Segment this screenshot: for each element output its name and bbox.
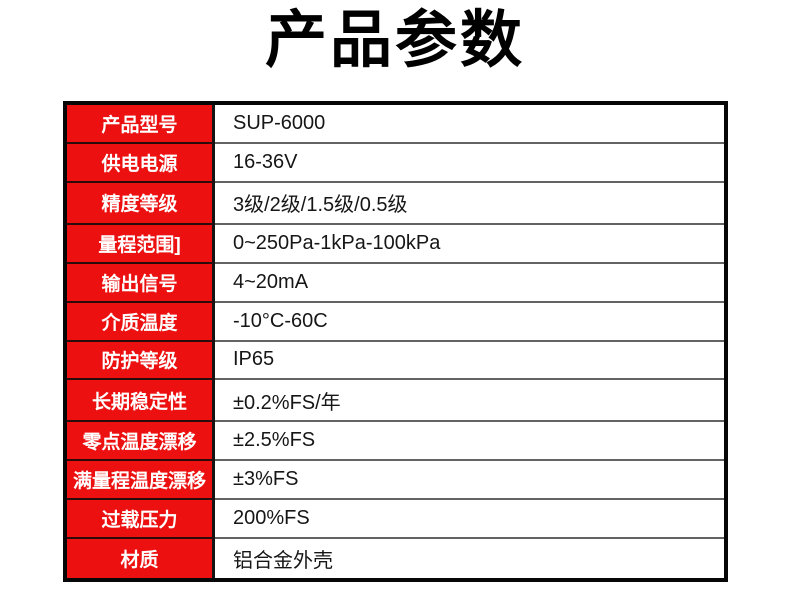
spec-value: 0~250Pa-1kPa-100kPa xyxy=(215,224,724,264)
spec-label: 供电电源 xyxy=(67,143,215,183)
spec-label: 满量程温度漂移 xyxy=(67,461,215,501)
spec-value: 200%FS xyxy=(215,500,724,540)
spec-row: 介质温度 -10°C-60C xyxy=(67,302,724,342)
spec-table-body: 产品型号 SUP-6000 供电电源 16-36V 精度等级 3级/2级/1.5… xyxy=(67,105,724,578)
spec-label: 精度等级 xyxy=(67,182,215,225)
spec-label: 介质温度 xyxy=(67,302,215,342)
spec-value: 铝合金外壳 xyxy=(215,539,724,578)
spec-label: 零点温度漂移 xyxy=(67,422,215,462)
spec-value: -10°C-60C xyxy=(215,302,724,342)
page-title: 产品参数 xyxy=(264,6,525,75)
spec-row: 长期稳定性 ±0.2%FS/年 xyxy=(67,380,724,423)
spec-row: 防护等级 IP65 xyxy=(67,341,724,381)
spec-label: 输出信号 xyxy=(67,263,215,303)
spec-label: 过载压力 xyxy=(67,500,215,540)
spec-value: ±3%FS xyxy=(215,461,724,501)
spec-label: 材质 xyxy=(67,539,215,578)
spec-row: 满量程温度漂移 ±3%FS xyxy=(67,461,724,501)
spec-value: 4~20mA xyxy=(215,263,724,303)
spec-row: 量程范围] 0~250Pa-1kPa-100kPa xyxy=(67,224,724,264)
spec-value: ±2.5%FS xyxy=(215,422,724,462)
spec-label: 防护等级 xyxy=(67,341,215,381)
spec-value: SUP-6000 xyxy=(215,105,724,144)
spec-row: 输出信号 4~20mA xyxy=(67,263,724,303)
spec-label: 产品型号 xyxy=(67,105,215,144)
spec-row: 过载压力 200%FS xyxy=(67,500,724,540)
spec-row: 产品型号 SUP-6000 xyxy=(67,105,724,144)
spec-value: 16-36V xyxy=(215,143,724,183)
spec-label: 长期稳定性 xyxy=(67,380,215,423)
spec-value: ±0.2%FS/年 xyxy=(215,380,724,423)
spec-value: IP65 xyxy=(215,341,724,381)
spec-label: 量程范围] xyxy=(67,224,215,264)
spec-value: 3级/2级/1.5级/0.5级 xyxy=(215,182,724,225)
spec-table: 产品型号 SUP-6000 供电电源 16-36V 精度等级 3级/2级/1.5… xyxy=(63,101,728,582)
spec-row: 零点温度漂移 ±2.5%FS xyxy=(67,422,724,462)
spec-row: 精度等级 3级/2级/1.5级/0.5级 xyxy=(67,182,724,225)
spec-row: 供电电源 16-36V xyxy=(67,143,724,183)
spec-row: 材质 铝合金外壳 xyxy=(67,539,724,578)
